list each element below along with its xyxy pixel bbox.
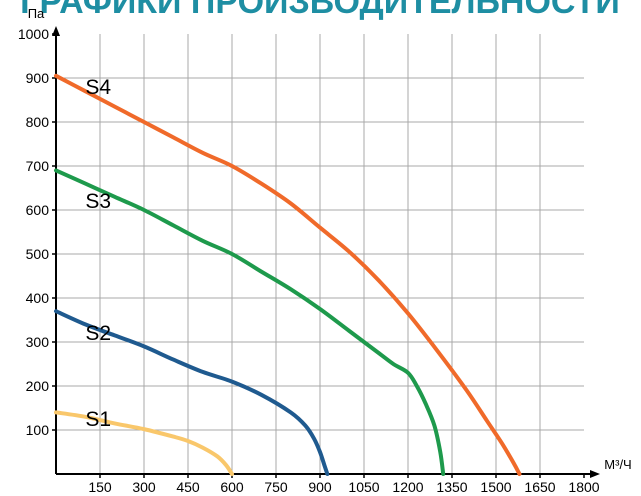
- x-tick-label: 1200: [392, 479, 423, 495]
- y-axis-label: Па: [28, 6, 45, 21]
- series-lines: [54, 73, 522, 476]
- x-tick-label: 300: [132, 479, 156, 495]
- series-s2-line: [54, 309, 330, 476]
- x-tick-label: 750: [264, 479, 288, 495]
- series-s4-label: S4: [85, 76, 111, 99]
- series-labels: S1 S2 S3 S4: [85, 76, 111, 431]
- series-s1-label: S1: [85, 408, 111, 431]
- x-tick-label: 900: [308, 479, 332, 495]
- x-tick-label: 1650: [524, 479, 555, 495]
- series-s2-label: S2: [85, 322, 111, 345]
- x-tick-label: 1050: [348, 479, 379, 495]
- y-tick-label: 900: [26, 70, 50, 86]
- series-s3-label: S3: [85, 190, 111, 213]
- y-tick-label: 600: [26, 202, 50, 218]
- y-tick-label: 400: [26, 290, 50, 306]
- x-tick-label: 1800: [568, 479, 599, 495]
- x-tick-label: 600: [220, 479, 244, 495]
- y-tick-label: 100: [26, 422, 50, 438]
- y-tick-label: 700: [26, 158, 50, 174]
- grid: [56, 34, 584, 474]
- y-tick-label: 300: [26, 334, 50, 350]
- y-tick-label: 200: [26, 378, 50, 394]
- x-tick-label: 150: [88, 479, 112, 495]
- series-s1-line: [54, 410, 234, 476]
- series-s3-line: [54, 168, 446, 476]
- chart-title: ГРАФИКИ ПРОИЗВОДИТЕЛЬНОСТИ: [20, 0, 620, 21]
- x-axis-arrow: [590, 470, 600, 478]
- y-tick-label: 500: [26, 246, 50, 262]
- y-tick-label: 1000: [18, 26, 49, 42]
- y-tick-label: 800: [26, 114, 50, 130]
- x-axis-label: М³/Ч: [604, 457, 631, 472]
- series-s4-line: [54, 73, 522, 476]
- x-tick-label: 1500: [480, 479, 511, 495]
- x-tick-label: 1350: [436, 479, 467, 495]
- x-tick-label: 450: [176, 479, 200, 495]
